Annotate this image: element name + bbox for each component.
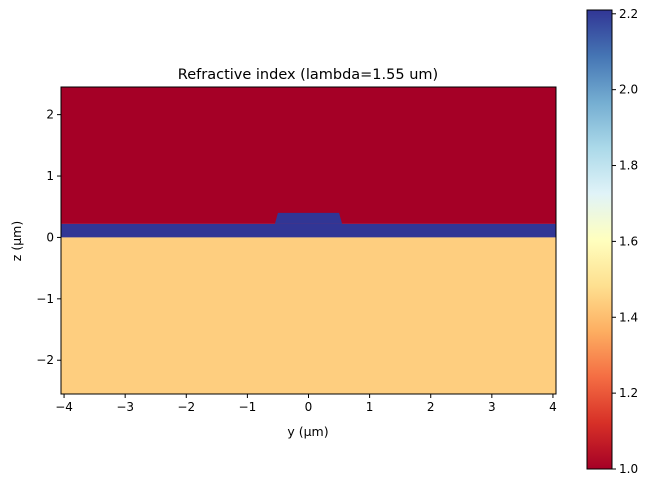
colorbar-ticks: 1.0 1.2 1.4 1.6 1.8 2.0 2.2 bbox=[612, 7, 638, 476]
x-tick-label: −3 bbox=[116, 400, 134, 414]
colorbar bbox=[586, 9, 613, 470]
plot-area bbox=[61, 87, 556, 394]
x-tick-label: 3 bbox=[488, 400, 496, 414]
x-tick-label: 2 bbox=[427, 400, 435, 414]
y-axis-label: z (µm) bbox=[9, 221, 24, 261]
x-axis-ticks: −4 −3 −2 −1 0 1 2 3 4 bbox=[55, 394, 557, 414]
x-tick-label: 4 bbox=[549, 400, 557, 414]
x-tick-label: −4 bbox=[55, 400, 73, 414]
region-cladding bbox=[61, 87, 556, 224]
chart-title: Refractive index (lambda=1.55 um) bbox=[178, 67, 438, 83]
x-tick-label: 1 bbox=[366, 400, 374, 414]
colorbar-tick-label: 1.4 bbox=[619, 310, 638, 324]
y-tick-label: 2 bbox=[46, 108, 54, 122]
y-tick-label: −2 bbox=[36, 353, 54, 367]
colorbar-tick-label: 1.0 bbox=[619, 462, 638, 476]
region-slab bbox=[61, 223, 556, 238]
colorbar-tick-label: 1.8 bbox=[619, 159, 638, 173]
colorbar-tick-label: 2.2 bbox=[619, 7, 638, 21]
colorbar-tick-label: 1.6 bbox=[619, 234, 638, 248]
colorbar-tick-label: 1.2 bbox=[619, 386, 638, 400]
region-substrate bbox=[61, 237, 556, 394]
x-axis-label: y (µm) bbox=[287, 424, 328, 439]
x-tick-label: −1 bbox=[239, 400, 257, 414]
y-axis-ticks: −2 −1 0 1 2 bbox=[36, 108, 61, 367]
colorbar-tick-label: 2.0 bbox=[619, 83, 638, 97]
y-tick-label: 1 bbox=[46, 169, 54, 183]
x-tick-label: −2 bbox=[177, 400, 195, 414]
x-tick-label: 0 bbox=[305, 400, 313, 414]
region-ridge bbox=[274, 212, 343, 224]
y-tick-label: −1 bbox=[36, 292, 54, 306]
y-tick-label: 0 bbox=[46, 230, 54, 244]
